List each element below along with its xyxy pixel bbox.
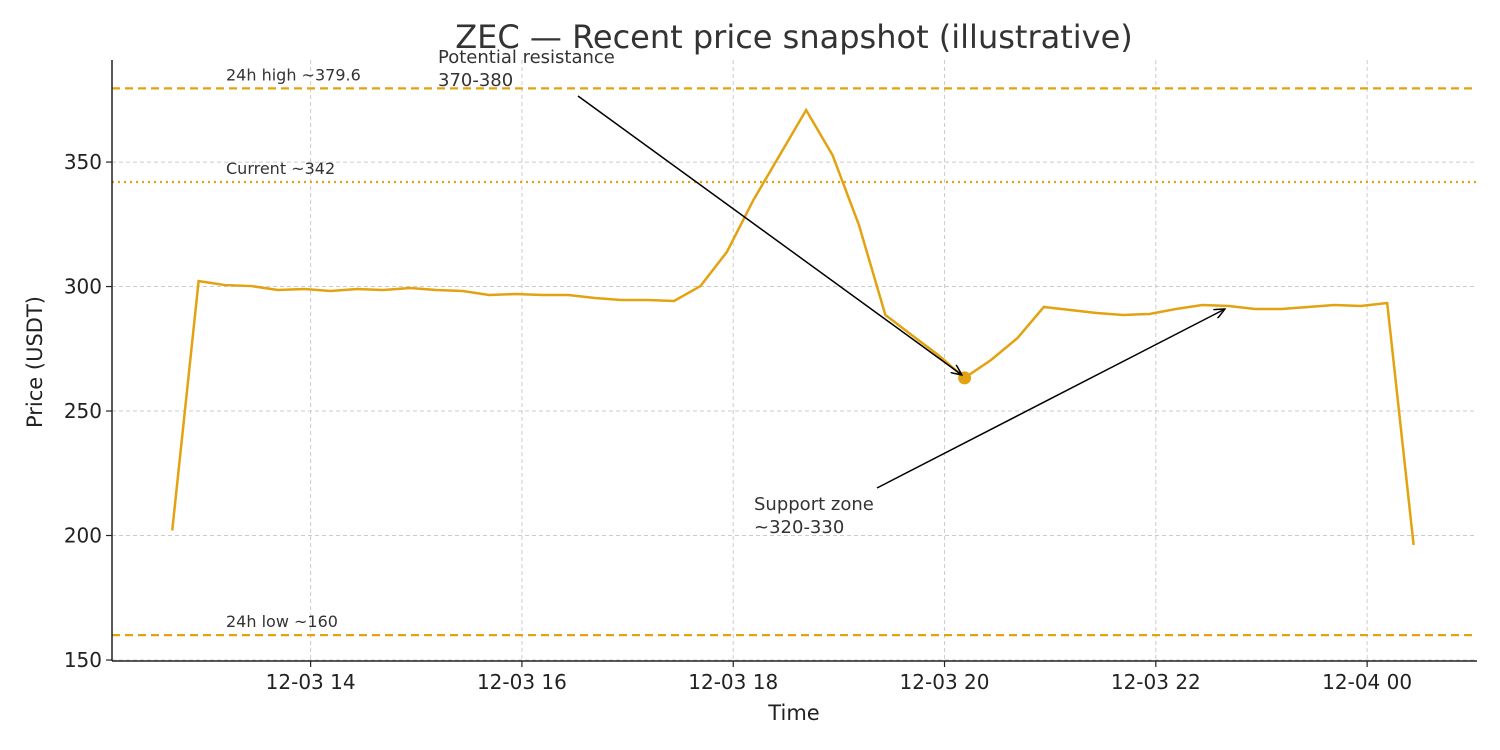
annotation-text: Potential resistance (438, 47, 615, 68)
x-tick-label: 12-03 18 (688, 670, 778, 694)
y-tick-label: 250 (64, 399, 102, 423)
x-tick-label: 12-03 16 (477, 670, 567, 694)
price-line (170, 107, 1415, 546)
annotation-arrow (577, 95, 962, 375)
y-tick-label: 150 (64, 648, 102, 672)
x-tick-label: 12-04 00 (1322, 670, 1412, 694)
x-tick-label: 12-03 14 (266, 670, 356, 694)
y-tick-label: 300 (64, 275, 102, 299)
plot (170, 107, 1415, 546)
annotation-text: Support zone (754, 494, 874, 515)
y-tick-label: 200 (64, 524, 102, 548)
grid (112, 60, 1477, 661)
reference-label: Current ~342 (226, 159, 335, 178)
annotation-arrow (876, 309, 1225, 489)
chart-title: ZEC — Recent price snapshot (illustrativ… (455, 18, 1133, 56)
y-tick-label: 350 (64, 150, 102, 174)
reference-label: 24h low ~160 (226, 612, 338, 631)
x-tick-label: 12-03 22 (1111, 670, 1201, 694)
reference-label: 24h high ~379.6 (226, 65, 361, 84)
annotation-text: ~320-330 (754, 517, 844, 538)
y-axis-label: Price (USDT) (23, 296, 47, 428)
annotation-text: 370-380 (438, 70, 513, 91)
x-tick-label: 12-03 20 (900, 670, 990, 694)
reference-lines: 24h high ~379.6 Current ~342 24h low ~160 (112, 65, 1477, 637)
x-axis-label: Time (767, 701, 819, 725)
